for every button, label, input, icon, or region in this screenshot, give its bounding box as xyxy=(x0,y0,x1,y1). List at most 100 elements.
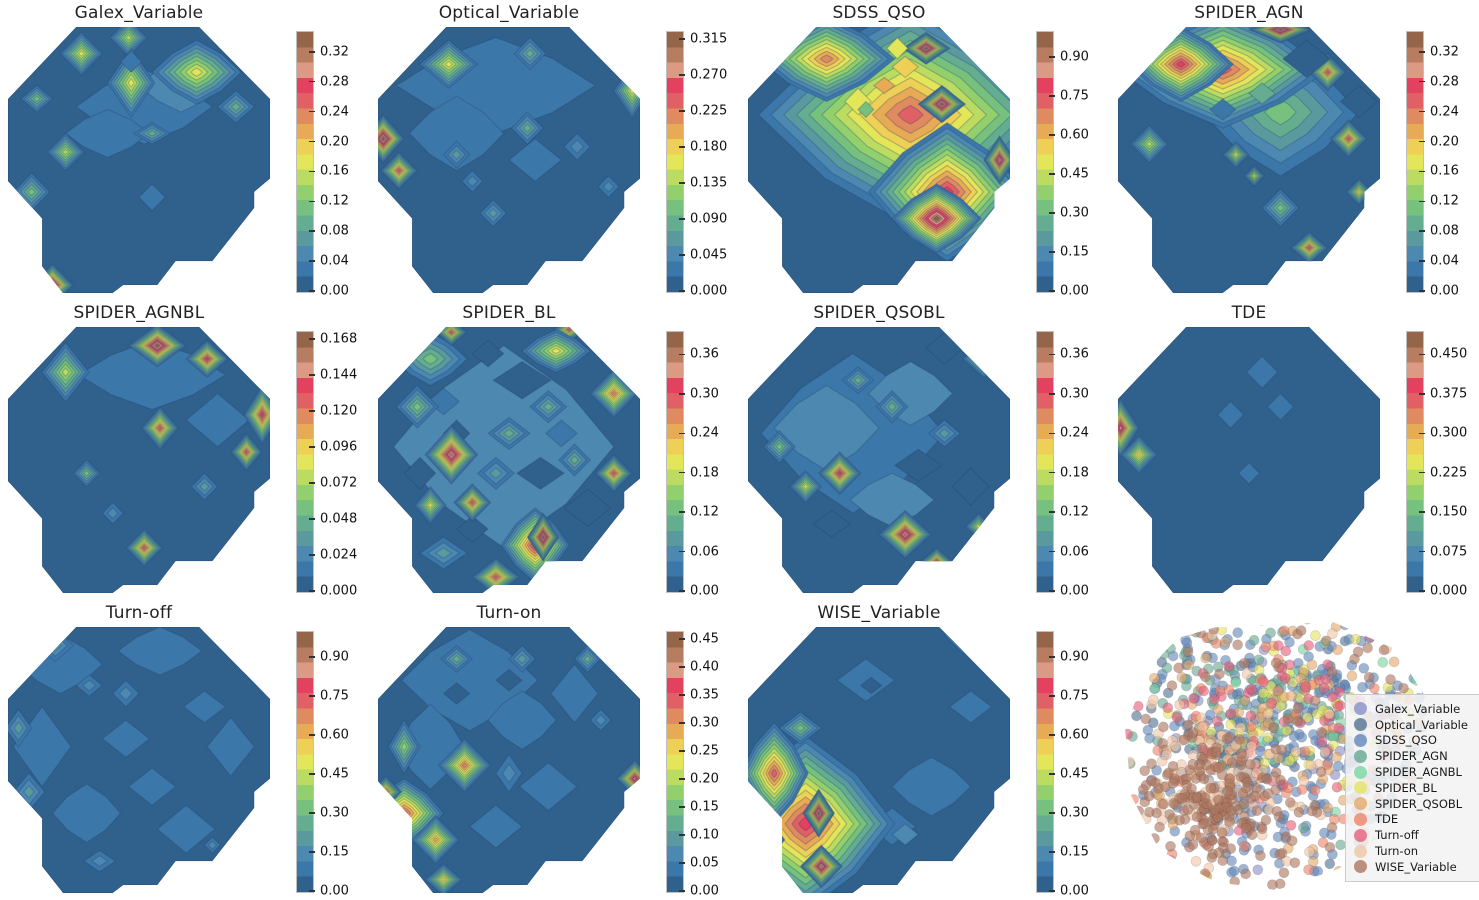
colorbar-tick-label: 0.00 xyxy=(690,583,719,599)
panel-title: Turn-on xyxy=(476,603,542,623)
colorbar-tick-label: 0.75 xyxy=(1060,688,1089,704)
colorbar-tick-mark xyxy=(679,722,685,724)
colorbar-tick-mark xyxy=(1049,590,1055,592)
panel-spider-agnbl: SPIDER_AGNBL 0.000 0.024 0.048 0.072 0.096 0.1… xyxy=(0,300,369,600)
colorbar-tick-label: 0.30 xyxy=(1060,805,1089,821)
colorbar-tick-mark xyxy=(1049,393,1055,395)
colorbar-tick-mark xyxy=(309,590,315,592)
colorbar-tick-mark xyxy=(679,511,685,513)
legend-label: Galex_Variable xyxy=(1375,701,1461,716)
legend-item: Optical_Variable xyxy=(1354,717,1476,733)
colorbar-tick-label: 0.12 xyxy=(1060,504,1089,520)
colorbar-tick-mark xyxy=(1419,51,1425,53)
colorbar-tick-mark xyxy=(679,750,685,752)
colorbar: 0.000 0.024 0.048 0.072 0.096 0.120 0.144 0.168 xyxy=(296,331,368,598)
colorbar-tick-mark xyxy=(309,110,315,113)
colorbar-tick-label: 0.18 xyxy=(690,465,719,481)
colorbar-tick-label: 0.30 xyxy=(690,715,719,731)
colorbar-tick-label: 0.045 xyxy=(690,247,728,263)
panel-title: SPIDER_AGN xyxy=(1194,3,1304,23)
colorbar-tick-label: 0.024 xyxy=(320,547,358,563)
panel-title: SPIDER_AGNBL xyxy=(73,303,205,323)
colorbar-tick-mark xyxy=(1049,656,1055,658)
colorbar-tick-label: 0.36 xyxy=(690,346,719,362)
colorbar-tick-label: 0.075 xyxy=(1430,544,1468,560)
colorbar-gradient xyxy=(1406,331,1424,593)
colorbar-tick-mark xyxy=(679,74,685,76)
colorbar: 0.00 0.15 0.30 0.45 0.60 0.75 0.90 xyxy=(1036,31,1108,298)
colorbar-tick-mark xyxy=(309,554,315,556)
colorbar-tick-mark xyxy=(1049,95,1055,97)
colorbar-tick-label: 0.00 xyxy=(1060,583,1089,599)
colorbar-tick-label: 0.15 xyxy=(320,844,349,860)
colorbar-tick-mark xyxy=(1419,432,1425,435)
contour-canvas xyxy=(1118,327,1380,593)
colorbar-gradient xyxy=(296,631,314,893)
colorbar-tick-mark xyxy=(1419,353,1425,356)
colorbar-gradient xyxy=(1406,31,1424,293)
contour-canvas xyxy=(8,327,270,593)
contour-plot xyxy=(8,627,270,893)
panel-spider-qsobl: SPIDER_QSOBL 0.00 0.06 0.12 0.18 0.24 0.30 0.36 xyxy=(740,300,1109,600)
panel-tde: TDE 0.000 0.075 0.150 0.225 0.300 0.375 0.450 xyxy=(1110,300,1479,600)
colorbar-tick-label: 0.315 xyxy=(690,31,728,47)
legend-marker-icon xyxy=(1354,733,1367,747)
colorbar-tick-mark xyxy=(309,518,315,520)
legend-label: Optical_Variable xyxy=(1375,717,1468,732)
panel-turn-on: Turn-on 0.00 0.05 0.10 0.15 0.20 0.25 0.30 0.35 0… xyxy=(370,600,739,900)
colorbar-tick-mark xyxy=(1049,251,1055,253)
colorbar-tick-mark xyxy=(679,393,685,395)
colorbar-tick-label: 0.20 xyxy=(690,771,719,787)
colorbar-tick-mark xyxy=(309,812,315,814)
contour-canvas xyxy=(378,27,640,293)
colorbar-tick-label: 0.375 xyxy=(1430,386,1468,402)
colorbar-tick-mark xyxy=(1049,851,1055,853)
colorbar: 0.00 0.05 0.10 0.15 0.20 0.25 0.30 0.35 0.40 0.45 xyxy=(666,631,738,898)
legend-label: SDSS_QSO xyxy=(1375,733,1437,748)
colorbar-tick-mark xyxy=(679,834,685,836)
colorbar: 0.00 0.15 0.30 0.45 0.60 0.75 0.90 xyxy=(1036,631,1108,898)
colorbar-tick-mark xyxy=(309,773,315,775)
legend-marker-icon xyxy=(1354,765,1367,779)
legend-label: Turn-on xyxy=(1375,844,1419,859)
colorbar-tick-mark xyxy=(1419,80,1425,83)
colorbar-tick-label: 0.06 xyxy=(690,544,719,560)
legend-label: SPIDER_QSOBL xyxy=(1375,796,1463,811)
colorbar-tick-label: 0.00 xyxy=(1060,283,1089,299)
colorbar-tick-mark xyxy=(1419,230,1425,232)
colorbar-tick-label: 0.40 xyxy=(690,659,719,675)
legend-item: Galex_Variable xyxy=(1354,701,1476,717)
colorbar-tick-label: 0.36 xyxy=(1060,346,1089,362)
colorbar-tick-label: 0.16 xyxy=(1430,163,1459,179)
legend-item: SDSS_QSO xyxy=(1354,733,1476,749)
colorbar-tick-mark xyxy=(309,851,315,853)
colorbar-tick-mark xyxy=(1419,590,1425,592)
colorbar-tick-label: 0.000 xyxy=(1430,583,1468,599)
colorbar-tick-mark xyxy=(679,218,685,220)
colorbar-tick-mark xyxy=(679,432,685,435)
colorbar: 0.00 0.15 0.30 0.45 0.60 0.75 0.90 xyxy=(296,631,368,898)
colorbar-tick-mark xyxy=(309,230,315,232)
panel-title: Galex_Variable xyxy=(74,3,204,23)
legend-marker-icon xyxy=(1354,781,1367,795)
colorbar-tick-label: 0.270 xyxy=(690,67,728,83)
colorbar-tick-label: 0.300 xyxy=(1430,425,1468,441)
colorbar-gradient xyxy=(296,31,314,293)
colorbar-tick-mark xyxy=(679,146,685,148)
colorbar-tick-mark xyxy=(679,182,685,184)
colorbar-tick-label: 0.16 xyxy=(320,163,349,179)
colorbar-tick-label: 0.450 xyxy=(1430,346,1468,362)
panel-title: SDSS_QSO xyxy=(832,3,926,23)
panel-wise-variable: WISE_Variable 0.00 0.15 0.30 0.45 0.60 0.75 0.9… xyxy=(740,600,1109,900)
colorbar-tick-label: 0.45 xyxy=(1060,166,1089,182)
legend-item: Turn-on xyxy=(1354,843,1476,859)
colorbar-tick-mark xyxy=(679,290,685,292)
legend-label: Turn-off xyxy=(1375,828,1419,843)
colorbar-tick-label: 0.00 xyxy=(690,883,719,899)
contour-canvas xyxy=(378,627,640,893)
colorbar-tick-mark xyxy=(1419,110,1425,113)
colorbar-tick-label: 0.24 xyxy=(690,425,719,441)
colorbar-tick-mark xyxy=(679,778,685,780)
colorbar-tick-label: 0.45 xyxy=(1060,766,1089,782)
